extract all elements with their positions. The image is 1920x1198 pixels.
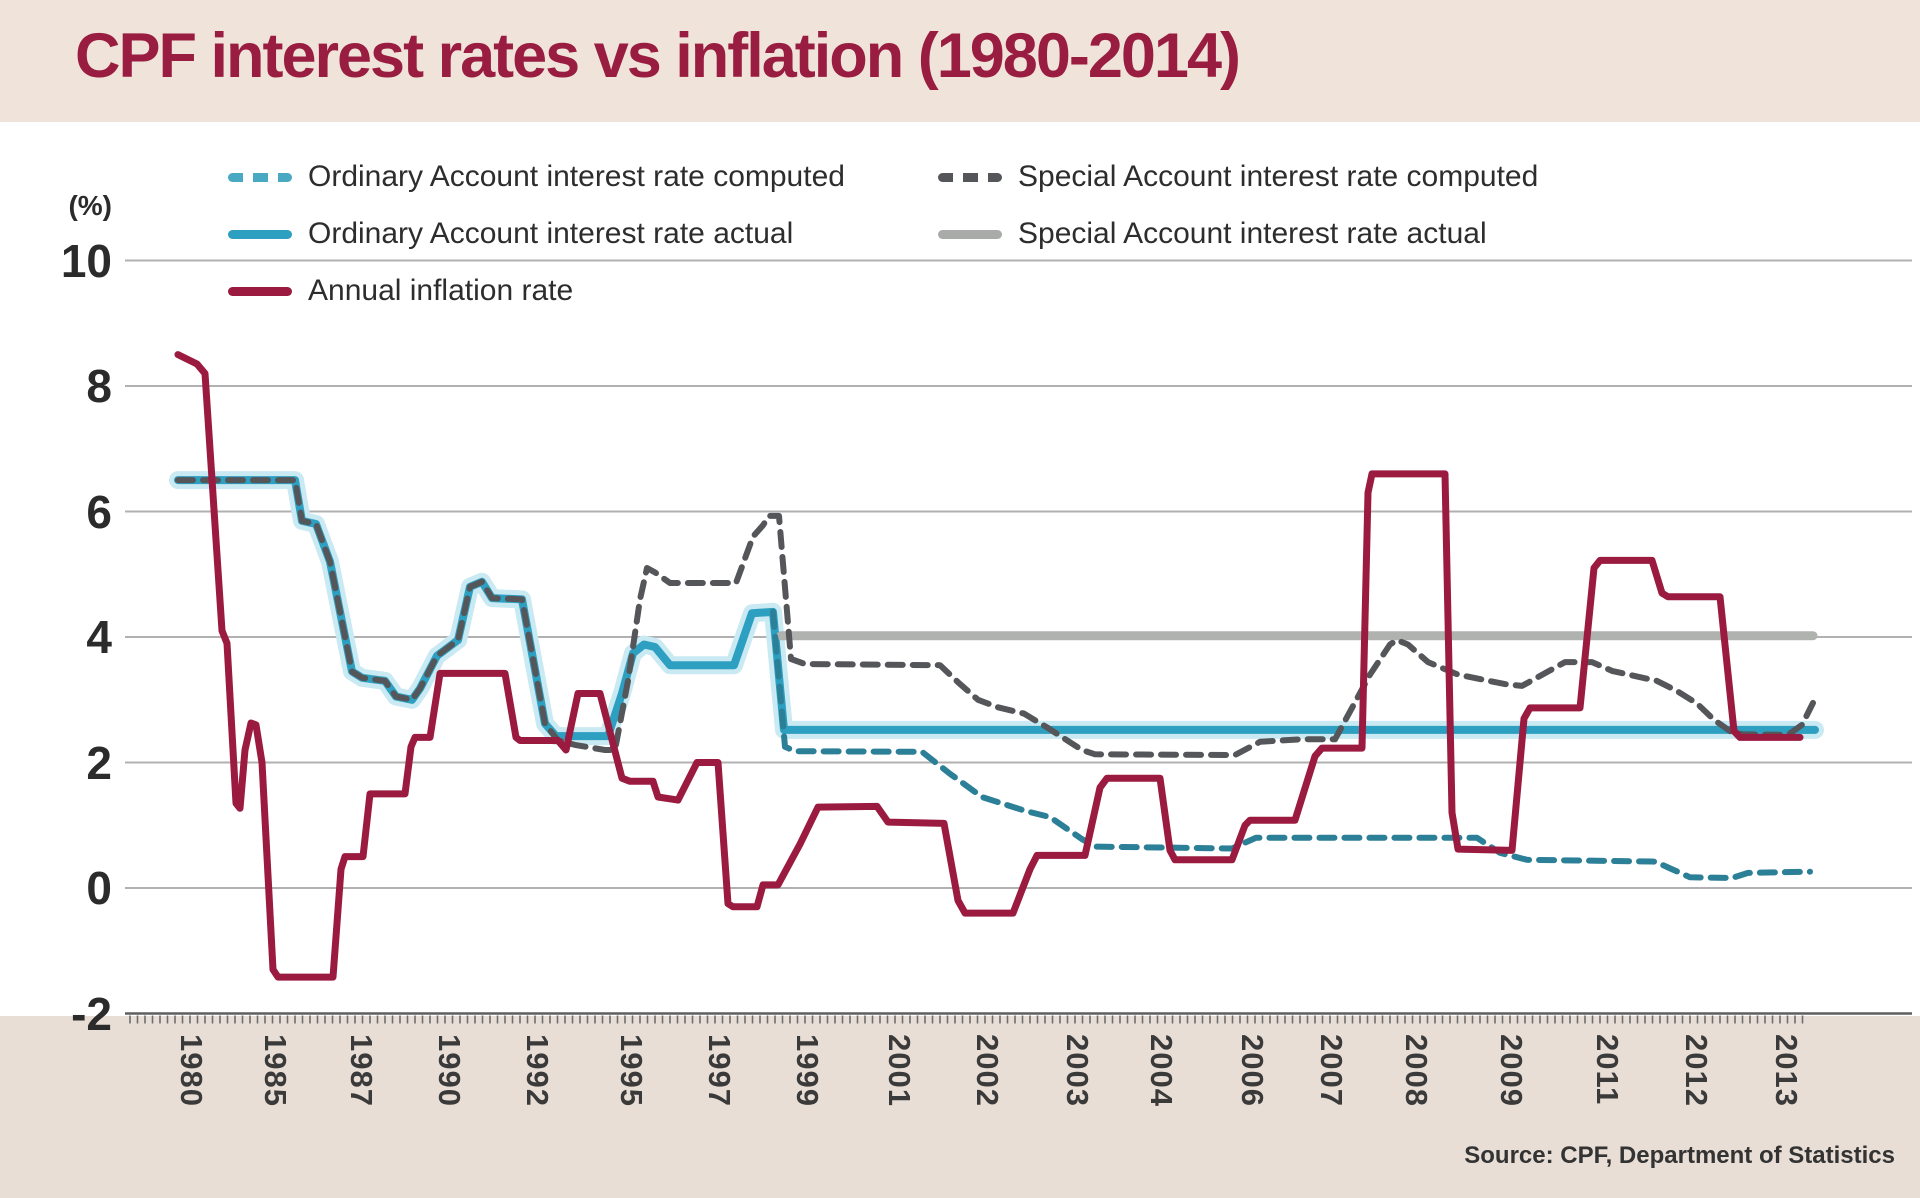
x-year-label-2009: 2009	[1494, 1034, 1529, 1107]
x-year-label-2011: 2011	[1590, 1034, 1625, 1106]
y-tick-label-2: 2	[86, 736, 112, 789]
series-oa_computed-line	[770, 608, 1813, 881]
x-year-label-1992: 1992	[520, 1034, 555, 1107]
x-year-label-1999: 1999	[790, 1034, 825, 1107]
x-year-label-2002: 2002	[970, 1034, 1005, 1107]
series-inflation-line	[174, 351, 1804, 981]
x-year-label-1980: 1980	[174, 1034, 209, 1107]
legend-column-right: Special Account interest rate computed S…	[938, 160, 1538, 251]
x-year-label-1990: 1990	[432, 1034, 467, 1107]
x-year-label-1985: 1985	[258, 1034, 293, 1107]
x-year-label-2012: 2012	[1679, 1034, 1714, 1107]
legend-column-left: Ordinary Account interest rate computed …	[228, 160, 845, 308]
legend-label-oa-actual: Ordinary Account interest rate actual	[308, 217, 794, 250]
x-year-label-2007: 2007	[1314, 1034, 1349, 1107]
x-year-label-2008: 2008	[1399, 1034, 1434, 1107]
legend-item-oa-computed: Ordinary Account interest rate computed	[228, 160, 845, 194]
series-sa_computed-line	[175, 477, 1816, 758]
legend-item-sa-computed: Special Account interest rate computed	[938, 160, 1538, 194]
x-year-label-2003: 2003	[1060, 1034, 1095, 1107]
oa-actual-solid-line-key-icon	[228, 229, 292, 239]
sa-computed-dashed-line-key-icon	[938, 172, 1002, 182]
x-year-label-2004: 2004	[1144, 1034, 1179, 1107]
legend-label-inflation: Annual inflation rate	[308, 274, 574, 307]
y-tick-label-0: 0	[86, 862, 112, 914]
x-year-label-2001: 2001	[882, 1034, 917, 1107]
oa-computed-dashed-line-key-icon	[228, 172, 292, 182]
inflation-solid-line-key-icon	[228, 286, 292, 296]
legend-item-sa-actual: Special Account interest rate actual	[938, 217, 1538, 251]
y-tick-label-8: 8	[86, 360, 112, 412]
legend-label-oa-computed: Ordinary Account interest rate computed	[308, 160, 845, 193]
y-axis-unit-label: (%)	[68, 190, 112, 221]
title-band	[0, 0, 1920, 122]
y-tick-label-10: 10	[60, 234, 112, 287]
legend-item-inflation: Annual inflation rate	[228, 274, 845, 308]
x-year-label-1995: 1995	[614, 1034, 649, 1107]
series-oa_actual-glow	[169, 471, 1824, 746]
source-credit: Source: CPF, Department of Statistics	[1464, 1142, 1895, 1169]
x-year-label-2013: 2013	[1769, 1034, 1804, 1107]
x-year-label-1997: 1997	[702, 1034, 737, 1107]
plot-background	[0, 122, 1920, 1016]
sa-actual-solid-line-key-icon	[938, 229, 1002, 239]
x-year-label-2006: 2006	[1235, 1034, 1270, 1107]
x-year-label-1987: 1987	[344, 1034, 379, 1107]
page-title: CPF interest rates vs inflation (1980-20…	[75, 21, 1241, 91]
legend-label-sa-computed: Special Account interest rate computed	[1018, 160, 1539, 193]
x-axis-band	[0, 1016, 1920, 1198]
y-tick-label--2: -2	[71, 987, 112, 1040]
x-axis-minor-ticks	[129, 1015, 1804, 1024]
y-tick-label-4: 4	[86, 611, 112, 663]
y-tick-label-6: 6	[86, 485, 112, 538]
legend-label-sa-actual: Special Account interest rate actual	[1018, 217, 1487, 250]
legend-item-oa-actual: Ordinary Account interest rate actual	[228, 217, 845, 251]
